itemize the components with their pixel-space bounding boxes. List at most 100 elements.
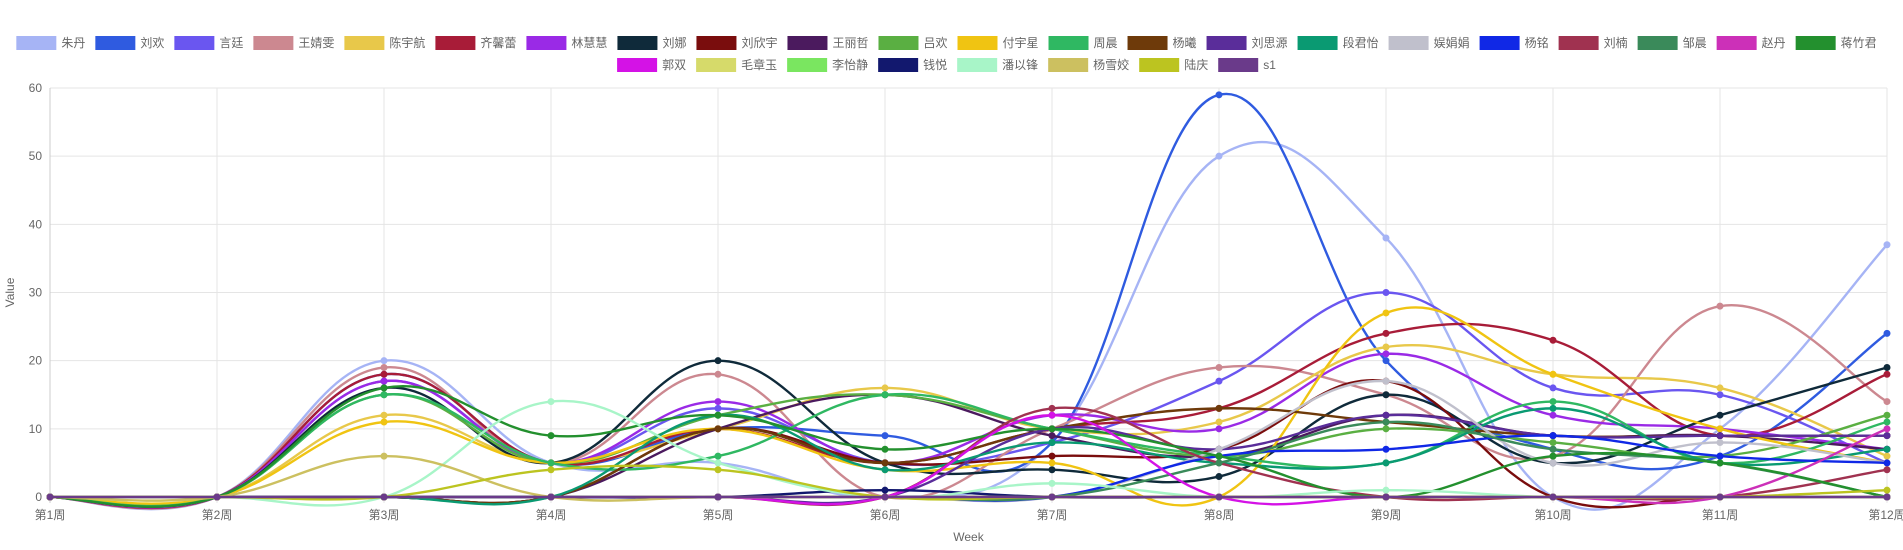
data-point[interactable] (1716, 452, 1724, 460)
data-point[interactable] (380, 391, 388, 399)
data-point[interactable] (380, 384, 388, 392)
data-point[interactable] (1382, 391, 1390, 399)
data-point[interactable] (1215, 377, 1223, 385)
data-point[interactable] (714, 398, 722, 406)
data-point[interactable] (1716, 459, 1724, 467)
data-point[interactable] (1215, 452, 1223, 460)
data-point[interactable] (1549, 411, 1557, 419)
data-point[interactable] (1716, 391, 1724, 399)
data-point[interactable] (547, 493, 555, 501)
data-point[interactable] (1883, 452, 1891, 460)
data-point[interactable] (380, 370, 388, 378)
data-point[interactable] (1048, 452, 1056, 460)
data-point[interactable] (1549, 398, 1557, 406)
legend-item[interactable]: 刘思源 (1206, 36, 1288, 50)
data-point[interactable] (1716, 411, 1724, 419)
legend-item[interactable]: 周晨 (1048, 36, 1118, 50)
data-point[interactable] (1382, 309, 1390, 317)
data-point[interactable] (547, 398, 555, 406)
data-point[interactable] (881, 486, 889, 494)
data-point[interactable] (380, 411, 388, 419)
legend-item[interactable]: 林慧慧 (526, 35, 607, 50)
legend-item[interactable]: 郭双 (617, 58, 686, 72)
legend-item[interactable]: 刘娜 (617, 36, 686, 50)
data-point[interactable] (1048, 438, 1056, 446)
legend-item[interactable]: 王婧雯 (253, 35, 334, 50)
data-point[interactable] (1382, 350, 1390, 358)
data-point[interactable] (1382, 445, 1390, 453)
data-point[interactable] (1382, 411, 1390, 419)
data-point[interactable] (1549, 336, 1557, 344)
data-point[interactable] (1716, 425, 1724, 433)
legend-item[interactable]: 赵丹 (1716, 36, 1786, 50)
data-point[interactable] (881, 445, 889, 453)
data-point[interactable] (1883, 241, 1891, 249)
data-point[interactable] (1382, 425, 1390, 433)
data-point[interactable] (1215, 445, 1223, 453)
data-point[interactable] (1883, 370, 1891, 378)
data-point[interactable] (1048, 459, 1056, 467)
data-point[interactable] (1382, 343, 1390, 351)
data-point[interactable] (1883, 363, 1891, 371)
data-point[interactable] (1215, 363, 1223, 371)
data-point[interactable] (547, 432, 555, 440)
data-point[interactable] (1215, 473, 1223, 481)
data-point[interactable] (380, 363, 388, 371)
data-point[interactable] (714, 466, 722, 474)
legend-item[interactable]: 朱丹 (16, 36, 85, 50)
data-point[interactable] (1716, 493, 1724, 501)
data-point[interactable] (1048, 479, 1056, 487)
data-point[interactable] (714, 411, 722, 419)
data-point[interactable] (1215, 418, 1223, 426)
legend-item[interactable]: 杨曦 (1127, 35, 1197, 50)
legend-item[interactable]: 刘欢 (95, 35, 164, 50)
data-point[interactable] (1382, 493, 1390, 501)
data-point[interactable] (1883, 398, 1891, 406)
legend-item[interactable]: 潘以锋 (957, 58, 1038, 72)
legend-item[interactable]: 娱娟娟 (1388, 36, 1470, 50)
data-point[interactable] (714, 452, 722, 460)
data-point[interactable] (1549, 370, 1557, 378)
data-point[interactable] (1215, 493, 1223, 501)
legend-item[interactable]: 李怡静 (787, 57, 868, 72)
data-point[interactable] (547, 459, 555, 467)
data-point[interactable] (1883, 329, 1891, 337)
data-point[interactable] (1048, 411, 1056, 419)
data-point[interactable] (1549, 452, 1557, 460)
legend-item[interactable]: 杨雪姣 (1048, 57, 1129, 72)
data-point[interactable] (1048, 404, 1056, 412)
data-point[interactable] (1382, 418, 1390, 426)
data-point[interactable] (1215, 425, 1223, 433)
data-point[interactable] (380, 493, 388, 501)
data-point[interactable] (213, 493, 221, 501)
data-point[interactable] (881, 432, 889, 440)
legend-item[interactable]: 刘欣宇 (696, 36, 777, 50)
legend-item[interactable]: 刘楠 (1558, 35, 1628, 50)
data-point[interactable] (380, 452, 388, 460)
data-point[interactable] (1883, 418, 1891, 426)
legend-item[interactable]: 陈宇航 (344, 35, 425, 50)
data-point[interactable] (1716, 432, 1724, 440)
data-point[interactable] (714, 404, 722, 412)
data-point[interactable] (1883, 493, 1891, 501)
data-point[interactable] (1883, 459, 1891, 467)
data-point[interactable] (1549, 493, 1557, 501)
data-point[interactable] (1716, 384, 1724, 392)
data-point[interactable] (1048, 425, 1056, 433)
data-point[interactable] (1382, 234, 1390, 242)
legend-item[interactable]: s1 (1218, 58, 1276, 72)
data-point[interactable] (881, 391, 889, 399)
legend-item[interactable]: 钱悦 (878, 57, 947, 72)
data-point[interactable] (1215, 91, 1223, 99)
data-point[interactable] (1883, 425, 1891, 433)
data-point[interactable] (1883, 411, 1891, 419)
data-point[interactable] (714, 493, 722, 501)
data-point[interactable] (1549, 384, 1557, 392)
data-point[interactable] (1716, 302, 1724, 310)
data-point[interactable] (714, 370, 722, 378)
data-point[interactable] (881, 493, 889, 501)
data-point[interactable] (881, 459, 889, 467)
legend-item[interactable]: 王丽哲 (787, 36, 868, 50)
data-point[interactable] (1048, 493, 1056, 501)
data-point[interactable] (1549, 438, 1557, 446)
